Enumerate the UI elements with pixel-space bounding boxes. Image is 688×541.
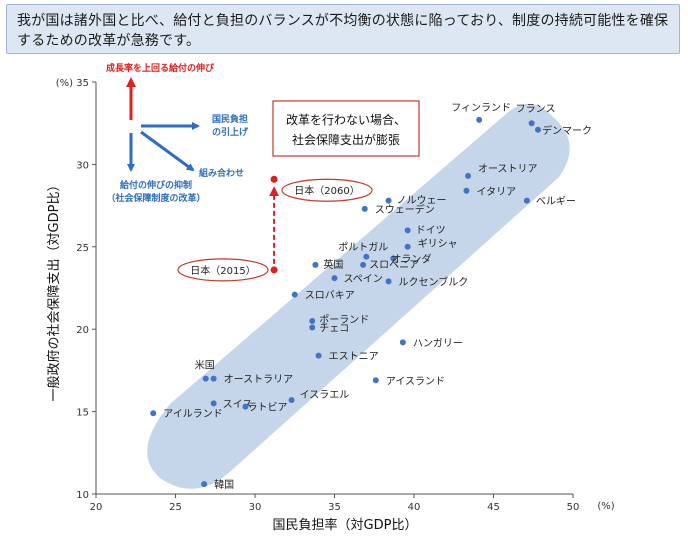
right-arrow-label-2: の引上げ	[212, 126, 249, 138]
point-label: フィンランド	[451, 102, 511, 114]
point-label: スイス	[223, 399, 253, 410]
data-point	[535, 126, 542, 133]
x-tick-label: 40	[408, 502, 421, 513]
point-label: 英国	[323, 258, 343, 271]
annotations: 改革を行わない場合、社会保障支出が膨張 成長率を上回る給付の伸び国民負担の引上げ組…	[106, 62, 420, 204]
data-point	[291, 291, 298, 298]
axes: 20 25 30 35 40 45 50101520253035(%)(%)国民負担率（対G…	[46, 78, 615, 533]
data-point	[361, 205, 368, 212]
point-label: チェコ	[319, 323, 349, 335]
point-label: 米国	[195, 359, 215, 372]
data-point	[399, 339, 406, 346]
point-label: 韓国	[214, 479, 234, 491]
point-label: ノルウェー	[397, 195, 447, 207]
data-point	[404, 243, 411, 250]
data-point	[331, 275, 338, 282]
y-tick-label: 15	[76, 408, 89, 419]
data-point	[309, 317, 316, 324]
data-point	[476, 116, 483, 123]
point-label: アイルランド	[163, 408, 223, 420]
point-label: ラトビア	[247, 402, 287, 414]
point-label: スウェーデン	[375, 203, 435, 216]
x-tick-label: 50	[567, 502, 580, 513]
point-label: オーストラリア	[224, 374, 294, 386]
point-label: デンマーク	[542, 124, 592, 137]
data-point	[372, 377, 379, 384]
japan-2060-ring	[281, 178, 373, 202]
japan-2015-label: 日本（2015）	[190, 264, 255, 277]
data-point	[404, 227, 411, 234]
x-tick-label: 20	[90, 502, 103, 513]
callout-line-2: 社会保障支出が膨張	[292, 132, 400, 147]
point-label: イスラエル	[300, 389, 350, 401]
data-point	[312, 261, 319, 268]
down-arrow-label-1: 給付の伸びの抑制	[120, 179, 192, 191]
data-point	[465, 172, 472, 179]
data-point	[150, 410, 157, 417]
data-point	[463, 187, 470, 194]
data-point	[360, 261, 367, 268]
trend-band	[147, 103, 570, 489]
x-tick-label: 30	[249, 502, 262, 513]
down-arrow-label-2: （社会保障制度の改革）	[106, 192, 205, 204]
y-tick-label: 25	[76, 243, 89, 254]
y-axis-title: 一般政府の社会保障支出（対GDP比）	[46, 179, 62, 402]
data-point	[288, 397, 295, 404]
y-unit-label: (%)	[56, 78, 73, 89]
point-label: スロバキア	[305, 290, 355, 302]
y-tick-label: 30	[76, 160, 89, 171]
point-label: フランス	[516, 103, 556, 115]
y-tick-label: 20	[76, 325, 89, 336]
data-point	[210, 400, 217, 407]
data-point	[385, 278, 392, 285]
diag-arrow-label: 組み合わせ	[199, 167, 244, 179]
point-label: ルクセンブルク	[399, 275, 469, 288]
japan-2015-ring	[177, 258, 269, 282]
headline-text: 我が国は諸外国と比べ、給付と負担のバランスが不均衡の状態に陥っており、制度の持続…	[17, 13, 669, 49]
point-label: スロベニア	[369, 259, 419, 271]
x-tick-label: 25	[169, 502, 182, 513]
up-arrow-label: 成長率を上回る給付の伸び	[106, 62, 215, 74]
japan-2060-label: 日本（2060）	[294, 184, 359, 197]
point-label: エストニア	[329, 352, 379, 363]
point-label: ハンガリー	[413, 337, 463, 349]
data-point	[528, 120, 535, 127]
data-point	[390, 255, 397, 262]
headline-banner: 我が国は諸外国と比べ、給付と負担のバランスが不均衡の状態に陥っており、制度の持続…	[6, 4, 680, 54]
callout-box	[272, 100, 420, 157]
point-label: オーストリア	[478, 163, 538, 175]
x-unit-label: (%)	[597, 501, 614, 512]
data-point	[385, 197, 392, 204]
y-tick-label: 10	[76, 490, 89, 501]
japan-2015-point	[270, 266, 278, 274]
diag-arrow	[140, 130, 195, 172]
point-label: アイスランド	[386, 375, 445, 387]
data-point	[210, 375, 217, 382]
data-point	[363, 253, 370, 260]
point-label: ポーランド	[319, 314, 369, 326]
data-point	[202, 375, 209, 382]
x-tick-label: 45	[487, 502, 500, 513]
x-axis-title: 国民負担率（対GDP比）	[273, 517, 418, 533]
point-label: イタリア	[476, 186, 516, 198]
x-tick-label: 35	[328, 502, 341, 513]
point-label: ベルギー	[536, 196, 576, 208]
point-label: ポルトガル	[338, 242, 388, 254]
point-label: ギリシャ	[418, 238, 458, 250]
data-point	[523, 197, 530, 204]
data-point	[309, 324, 316, 331]
y-tick-label: 35	[76, 78, 89, 89]
point-label: ドイツ	[416, 225, 446, 236]
japan-2060-point	[270, 175, 278, 183]
right-arrow-label-1: 国民負担	[212, 113, 248, 125]
data-point	[315, 352, 322, 359]
point-label: スペイン	[344, 274, 383, 285]
callout-line-1: 改革を行わない場合、	[286, 112, 406, 127]
data-point	[201, 481, 208, 488]
data-point	[242, 403, 249, 410]
point-label: オランダ	[391, 252, 431, 265]
